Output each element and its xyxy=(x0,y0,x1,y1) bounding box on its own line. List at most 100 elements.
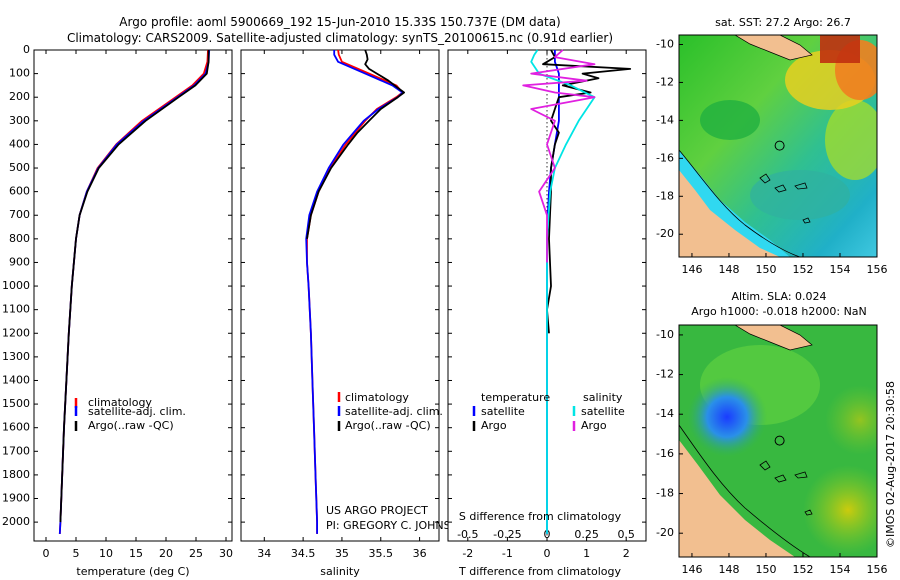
lon-tick-label: 154 xyxy=(829,563,850,576)
difference-lines xyxy=(522,49,632,534)
x-tick-label: 20 xyxy=(159,547,173,560)
series-line-argo-raw-qc- xyxy=(59,50,210,523)
x-tick-label: 2 xyxy=(623,547,630,560)
legend-salinity-title: salinity xyxy=(583,391,623,404)
s-tick-label: -0.5 xyxy=(457,528,478,541)
depth-tick-label: 900 xyxy=(9,255,30,268)
depth-tick-label: 1900 xyxy=(2,492,30,505)
x-tick-label: 0 xyxy=(43,547,50,560)
lat-tick-label: -20 xyxy=(656,227,674,240)
temperature-panel: 0100200300400500600700800900100011001200… xyxy=(2,43,233,578)
legend-climatology-label: climatology xyxy=(345,391,409,404)
temperature-legend: climatology satellite-adj. clim. Argo(..… xyxy=(74,396,186,432)
reef-outlines xyxy=(759,460,813,516)
salinity-legend: climatology satellite-adj. clim. Argo(..… xyxy=(337,391,443,432)
title-line-2: Climatology: CARS2009. Satellite-adjuste… xyxy=(67,31,613,45)
png-land xyxy=(734,35,813,61)
depth-tick-label: 1200 xyxy=(2,326,30,339)
sla-low-anomaly xyxy=(687,377,767,457)
depth-tick-label: 800 xyxy=(9,232,30,245)
x-tick-label: 0 xyxy=(544,547,551,560)
depth-tick-label: 300 xyxy=(9,114,30,127)
sla-high-anomaly xyxy=(803,465,877,555)
sla-lon-axis: 146 148 150 152 154 156 xyxy=(681,553,888,576)
x-tick-label: 5 xyxy=(73,547,80,560)
lon-tick-label: 148 xyxy=(718,263,739,276)
sla-title-line-1: Altim. SLA: 0.024 xyxy=(731,290,826,303)
sst-map-title: sat. SST: 27.2 Argo: 26.7 xyxy=(715,16,851,29)
lat-tick-label: -12 xyxy=(656,75,674,88)
depth-tick-label: 700 xyxy=(9,208,30,221)
lon-tick-label: 146 xyxy=(681,563,702,576)
sla-title-line-2: Argo h1000: -0.018 h2000: NaN xyxy=(691,305,867,318)
project-note: US ARGO PROJECT xyxy=(326,504,428,517)
lon-tick-label: 150 xyxy=(755,563,776,576)
depth-tick-label: 1700 xyxy=(2,444,30,457)
australia-land xyxy=(679,440,795,557)
lon-tick-label: 150 xyxy=(755,263,776,276)
x-tick-label: 15 xyxy=(129,547,143,560)
sst-patch xyxy=(825,100,877,180)
sst-map: sat. SST: 27.2 Argo: 26.7 146 148 150 152 15… xyxy=(656,16,887,276)
depth-tick-label: 1300 xyxy=(2,350,30,363)
legend-satellite-label: satellite-adj. clim. xyxy=(345,405,443,418)
depth-tick-label: 0 xyxy=(23,43,30,56)
png-land xyxy=(734,325,813,351)
x-tick-label: 1 xyxy=(583,547,590,560)
legend-t-satellite-label: satellite xyxy=(481,405,525,418)
series-line-argo-raw-qc- xyxy=(306,49,406,239)
temperature-lines xyxy=(58,49,211,534)
x-tick-label: 36 xyxy=(413,547,427,560)
sst-lat-axis: -10 -12 -14 -16 -18 -20 xyxy=(656,37,683,240)
shelf-contour xyxy=(679,149,801,257)
series-line-s-satellite xyxy=(530,49,596,534)
s-tick-label: 0.25 xyxy=(574,528,599,541)
lat-tick-label: -16 xyxy=(656,447,674,460)
t-difference-xlabel: T difference from climatology xyxy=(458,565,621,578)
sst-map-frame xyxy=(678,34,878,258)
series-line-satellite-adj-clim- xyxy=(305,50,404,534)
lon-tick-label: 156 xyxy=(867,263,888,276)
sla-map: Altim. SLA: 0.024 Argo h1000: -0.018 h20… xyxy=(656,290,888,576)
series-line-s-argo xyxy=(522,49,596,263)
salinity-panel: 34 34.5 35 35.5 36 salinity climatology sate… xyxy=(240,49,467,578)
depth-tick-label: 1600 xyxy=(2,421,30,434)
lat-tick-label: -14 xyxy=(656,113,674,126)
legend-argo-label: Argo(..raw -QC) xyxy=(88,419,174,432)
temperature-x-axis: 0 5 10 15 20 25 30 xyxy=(43,50,233,560)
title-line-1: Argo profile: aoml 5900669_192 15-Jun-20… xyxy=(119,15,560,29)
lon-tick-label: 152 xyxy=(792,563,813,576)
salinity-depth-ticks xyxy=(241,49,439,523)
reef-outlines xyxy=(759,173,811,224)
legend-s-argo-label: Argo xyxy=(581,419,607,432)
depth-tick-label: 1400 xyxy=(2,373,30,386)
legend-argo-label: Argo(..raw -QC) xyxy=(345,419,431,432)
x-tick-label: 34.5 xyxy=(291,547,316,560)
depth-tick-label: 1000 xyxy=(2,279,30,292)
salinity-lines xyxy=(305,49,406,534)
depth-tick-label: 400 xyxy=(9,137,30,150)
salinity-x-axis: 34 34.5 35 35.5 36 xyxy=(257,50,427,560)
s-tick-label: 0.5 xyxy=(617,528,635,541)
x-tick-label: 35.5 xyxy=(369,547,394,560)
sst-patch xyxy=(750,170,850,220)
sla-high-anomaly xyxy=(825,385,877,455)
s-tick-label: -0.25 xyxy=(493,528,521,541)
lat-tick-label: -12 xyxy=(656,368,674,381)
series-line-t-argo xyxy=(542,49,632,334)
sla-map-frame xyxy=(678,324,878,558)
legend-climatology-label: climatology xyxy=(88,396,152,409)
depth-tick-label: 600 xyxy=(9,185,30,198)
legend-s-satellite-label: satellite xyxy=(581,405,625,418)
sst-patch xyxy=(820,35,860,63)
x-tick-label: 25 xyxy=(189,547,203,560)
lat-tick-label: -18 xyxy=(656,189,674,202)
imos-watermark: ©IMOS 02-Aug-2017 20:30:58 xyxy=(884,381,897,548)
legend-satellite-label: satellite-adj. clim. xyxy=(88,405,186,418)
depth-tick-label: 2000 xyxy=(2,515,30,528)
lat-tick-label: -14 xyxy=(656,407,674,420)
australia-land xyxy=(679,170,780,257)
depth-tick-label: 500 xyxy=(9,161,30,174)
sst-patch xyxy=(700,100,760,140)
